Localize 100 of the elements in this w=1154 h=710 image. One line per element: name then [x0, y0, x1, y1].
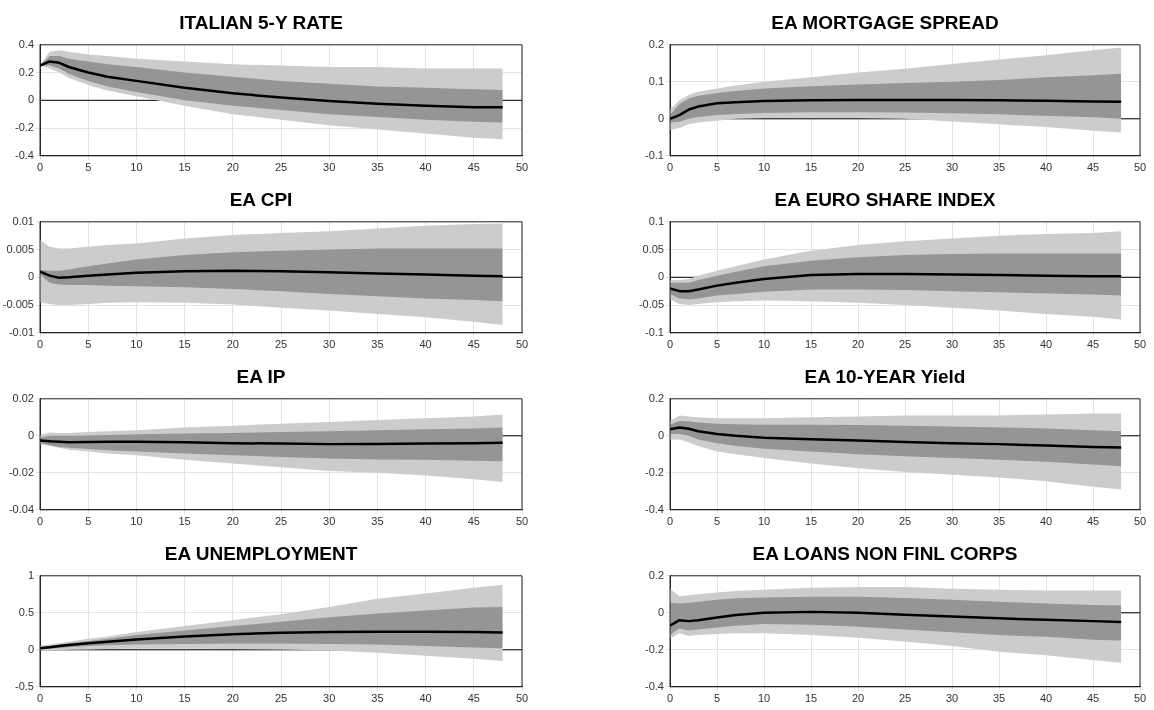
y-tick-label: -0.5: [15, 679, 34, 692]
x-tick-label: 20: [226, 515, 239, 528]
y-tick-label: -0.4: [15, 148, 34, 161]
x-tick-label: 40: [1039, 692, 1053, 705]
x-tick-label: 20: [851, 161, 865, 174]
chart-title: EA UNEMPLOYMENT: [164, 542, 358, 564]
y-tick-label: -0.2: [645, 465, 664, 478]
x-tick-label: 20: [226, 338, 239, 351]
y-tick-label: -0.005: [2, 298, 34, 311]
y-tick-label: 0: [27, 270, 34, 283]
x-tick-label: 35: [992, 515, 1006, 528]
x-tick-label: 15: [804, 515, 818, 528]
x-tick-label: 10: [757, 515, 771, 528]
x-tick-label: 40: [1039, 161, 1053, 174]
x-tick-label: 45: [467, 515, 480, 528]
x-tick-label: 20: [851, 692, 865, 705]
x-tick-label: 5: [713, 692, 721, 705]
x-tick-label: 30: [323, 338, 336, 351]
x-tick-label: 25: [274, 161, 288, 174]
x-tick-label: 0: [666, 338, 674, 351]
x-tick-label: 5: [713, 338, 721, 351]
x-tick-label: 50: [515, 161, 529, 174]
y-tick-label: 0: [27, 93, 34, 106]
y-tick-label: 0.005: [6, 242, 34, 255]
x-tick-label: 20: [226, 692, 239, 705]
x-tick-label: 35: [992, 161, 1006, 174]
x-tick-label: 35: [992, 338, 1006, 351]
chart-title: EA CPI: [229, 188, 293, 210]
x-tick-label: 35: [992, 692, 1006, 705]
y-tick-label: 0.2: [648, 391, 664, 404]
x-tick-label: 35: [371, 515, 384, 528]
x-tick-label: 50: [1133, 515, 1147, 528]
chart-title: EA LOANS NON FINL CORPS: [752, 542, 1018, 564]
y-tick-label: 0.5: [18, 605, 34, 618]
y-tick-label: 0: [27, 642, 34, 655]
y-tick-label: -0.4: [645, 679, 664, 692]
x-tick-label: 5: [85, 692, 92, 705]
y-tick-label: -0.01: [8, 325, 34, 338]
x-tick-label: 10: [130, 161, 143, 174]
x-tick-label: 50: [515, 692, 529, 705]
chart-title: EA 10-YEAR Yield: [804, 365, 966, 387]
y-tick-label: 0.4: [18, 37, 34, 50]
y-tick-label: -0.2: [645, 642, 664, 655]
x-tick-label: 15: [804, 692, 818, 705]
x-tick-label: 0: [36, 338, 44, 351]
x-tick-label: 50: [515, 515, 529, 528]
x-tick-label: 5: [85, 161, 92, 174]
x-tick-label: 45: [1086, 692, 1100, 705]
x-tick-label: 30: [323, 515, 336, 528]
x-tick-label: 50: [1133, 692, 1147, 705]
x-tick-label: 0: [36, 161, 44, 174]
x-tick-label: 35: [371, 692, 384, 705]
y-tick-label: 0.1: [648, 214, 664, 227]
x-tick-label: 30: [945, 515, 959, 528]
y-tick-label: 0.2: [648, 37, 664, 50]
x-tick-label: 45: [1086, 161, 1100, 174]
x-tick-label: 40: [1039, 338, 1053, 351]
x-tick-label: 35: [371, 338, 384, 351]
y-tick-label: -0.1: [645, 148, 664, 161]
x-tick-label: 10: [130, 338, 143, 351]
y-tick-label: 0.2: [648, 568, 664, 581]
x-tick-label: 0: [666, 515, 674, 528]
chart-title: EA MORTGAGE SPREAD: [771, 11, 999, 33]
x-tick-label: 5: [85, 515, 92, 528]
y-tick-label: -0.02: [8, 465, 34, 478]
x-tick-label: 30: [323, 692, 336, 705]
y-tick-label: 0: [657, 270, 664, 283]
x-tick-label: 40: [419, 515, 432, 528]
y-tick-label: 0.2: [18, 65, 34, 78]
x-tick-label: 45: [1086, 338, 1100, 351]
x-tick-label: 10: [757, 161, 771, 174]
x-tick-label: 20: [851, 515, 865, 528]
x-tick-label: 20: [851, 338, 865, 351]
x-tick-label: 45: [1086, 515, 1100, 528]
x-tick-label: 0: [666, 692, 674, 705]
x-tick-label: 0: [36, 692, 44, 705]
y-tick-label: -0.4: [645, 502, 664, 515]
x-tick-label: 45: [467, 338, 480, 351]
y-tick-label: 0: [27, 428, 34, 441]
x-tick-label: 30: [945, 161, 959, 174]
x-tick-label: 50: [1133, 161, 1147, 174]
chart-title: EA IP: [236, 365, 286, 387]
y-tick-label: 1: [27, 568, 34, 581]
y-tick-label: 0: [657, 111, 664, 124]
y-tick-label: 0: [657, 428, 664, 441]
x-tick-label: 15: [804, 338, 818, 351]
x-tick-label: 10: [757, 692, 771, 705]
chart-title: EA EURO SHARE INDEX: [774, 188, 996, 210]
y-tick-label: 0.01: [12, 214, 34, 227]
y-tick-label: -0.1: [645, 325, 664, 338]
x-tick-label: 40: [1039, 515, 1053, 528]
x-tick-label: 20: [226, 161, 239, 174]
x-tick-label: 25: [274, 338, 288, 351]
x-tick-label: 40: [419, 692, 432, 705]
x-tick-label: 10: [130, 515, 143, 528]
x-tick-label: 5: [713, 515, 721, 528]
x-tick-label: 25: [898, 161, 912, 174]
x-tick-label: 15: [178, 161, 191, 174]
y-tick-label: 0.1: [648, 74, 664, 87]
x-tick-label: 10: [757, 338, 771, 351]
